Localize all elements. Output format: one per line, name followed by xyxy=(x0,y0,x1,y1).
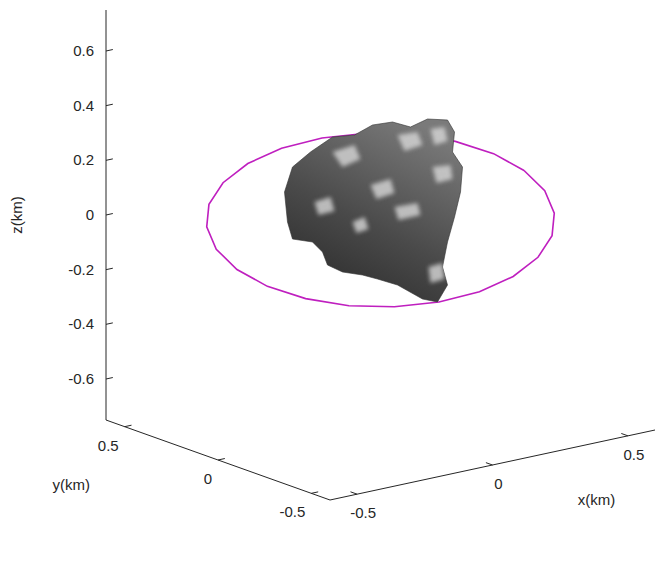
x-tick xyxy=(350,492,357,494)
z-tick-label: 0.6 xyxy=(73,42,94,59)
y-tick-label: -0.5 xyxy=(279,503,305,520)
z-tick xyxy=(106,50,113,51)
x-tick-label: -0.5 xyxy=(350,504,376,521)
z-tick xyxy=(106,214,113,215)
x-tick xyxy=(621,433,628,435)
x-axis xyxy=(330,430,655,500)
y-axis-title: y(km) xyxy=(53,476,91,493)
x-axis-title: x(km) xyxy=(578,491,616,508)
x-tick xyxy=(486,463,493,465)
z-tick-label: -0.6 xyxy=(68,370,94,387)
asteroid xyxy=(285,119,463,302)
asteroid-highlight xyxy=(371,179,395,199)
asteroid-highlights xyxy=(315,127,453,283)
z-tick xyxy=(106,159,113,160)
asteroid-highlight xyxy=(315,197,335,215)
asteroid-highlight xyxy=(398,132,423,151)
asteroid-body xyxy=(285,119,463,302)
z-tick-label: -0.4 xyxy=(68,315,94,332)
asteroid-highlight xyxy=(433,165,453,183)
y-tick xyxy=(311,492,318,493)
y-tick-label: 0.5 xyxy=(98,437,119,454)
z-tick-label: 0 xyxy=(86,206,94,223)
asteroid-highlight xyxy=(353,217,369,233)
asteroid-highlight xyxy=(431,127,448,145)
x-tick-label: 0.5 xyxy=(623,446,644,463)
z-tick xyxy=(106,323,113,324)
x-tick-label: 0 xyxy=(494,475,502,492)
z-axis-title: z(km) xyxy=(8,196,25,234)
axes: -0.5 0 0.5 -0.5 0 0.5 -0.6 -0.4 -0.2 0 0.2 0.4 0.6 x(… xyxy=(8,10,655,521)
z-tick-label: 0.2 xyxy=(73,151,94,168)
y-tick xyxy=(218,459,225,460)
z-tick-label: 0.4 xyxy=(73,97,94,114)
z-tick xyxy=(106,378,113,379)
z-tick xyxy=(106,104,113,105)
y-tick-label: 0 xyxy=(204,470,212,487)
y-tick xyxy=(125,425,132,426)
z-tick xyxy=(106,268,113,269)
asteroid-highlight xyxy=(395,203,421,220)
asteroid-highlight xyxy=(333,145,361,167)
z-tick-label: -0.2 xyxy=(68,261,94,278)
asteroid-highlight xyxy=(429,263,445,283)
y-axis xyxy=(106,420,330,500)
chart: -0.5 0 0.5 -0.5 0 0.5 -0.6 -0.4 -0.2 0 0.2 0.4 0.6 x(… xyxy=(0,0,668,578)
